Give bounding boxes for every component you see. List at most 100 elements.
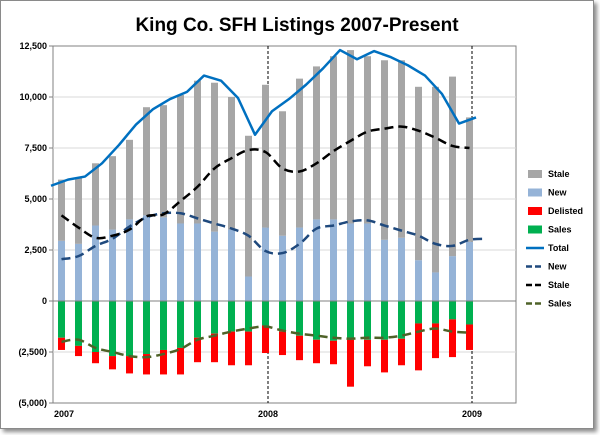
bar-stale bbox=[194, 80, 201, 224]
bar-stale bbox=[466, 117, 473, 242]
bar-sales bbox=[211, 301, 218, 334]
line-sales-trend bbox=[61, 325, 470, 359]
bar-new bbox=[143, 215, 150, 301]
chart-frame: King Co. SFH Listings 2007-Present (5,00… bbox=[0, 0, 594, 429]
bar-stale bbox=[211, 82, 218, 232]
bar-new bbox=[415, 260, 422, 301]
bar-new bbox=[466, 241, 473, 301]
line-stale-trend bbox=[60, 125, 470, 240]
bar-stale bbox=[126, 139, 133, 220]
bar-new bbox=[398, 237, 405, 301]
bar-new bbox=[177, 223, 184, 301]
bar-sales bbox=[262, 301, 269, 326]
bar-sales bbox=[364, 301, 371, 340]
bar-stale bbox=[313, 66, 320, 220]
bar-sales bbox=[313, 301, 320, 340]
x-tick-label: 2009 bbox=[462, 409, 482, 419]
bar-stale bbox=[296, 78, 303, 228]
bar-stale bbox=[364, 56, 371, 224]
legend-sales-trend-label: Sales bbox=[548, 299, 572, 309]
bar-sales bbox=[296, 301, 303, 336]
bar-sales bbox=[143, 301, 150, 355]
bar-new bbox=[296, 227, 303, 301]
bar-new bbox=[109, 229, 116, 301]
bar-new bbox=[211, 231, 218, 301]
legend-new-trend-label: New bbox=[548, 262, 568, 272]
line-new-trend bbox=[61, 211, 487, 261]
legend-delisted-label: Delisted bbox=[548, 206, 583, 216]
bar-new bbox=[262, 227, 269, 301]
bar-new bbox=[313, 219, 320, 301]
legend-stale-swatch bbox=[528, 170, 542, 178]
y-tick-label: 5,000 bbox=[24, 194, 47, 204]
bar-delisted bbox=[92, 352, 99, 364]
bar-delisted bbox=[432, 323, 439, 359]
bar-delisted bbox=[415, 323, 422, 371]
bar-new bbox=[279, 235, 286, 301]
bar-sales bbox=[58, 301, 65, 338]
bar-stale bbox=[58, 179, 65, 241]
bar-delisted bbox=[262, 325, 269, 354]
y-tick-label: (2,500) bbox=[18, 347, 47, 357]
legend-stale-trend-label: Stale bbox=[548, 280, 570, 290]
bar-delisted bbox=[313, 339, 320, 364]
y-tick-label: 7,500 bbox=[24, 143, 47, 153]
bar-new bbox=[245, 276, 252, 301]
chart-svg: King Co. SFH Listings 2007-Present (5,00… bbox=[18, 15, 583, 419]
bar-stale bbox=[398, 60, 405, 238]
y-tick-label: 0 bbox=[42, 296, 47, 306]
bar-stale bbox=[160, 105, 167, 218]
bar-sales bbox=[126, 301, 133, 357]
bar-sales bbox=[398, 301, 405, 339]
bar-sales bbox=[228, 301, 235, 332]
bar-delisted bbox=[126, 356, 133, 374]
bar-sales bbox=[415, 301, 422, 324]
bar-delisted bbox=[143, 354, 150, 375]
x-tick-label: 2007 bbox=[54, 409, 74, 419]
bar-delisted bbox=[466, 324, 473, 350]
chart-title: King Co. SFH Listings 2007-Present bbox=[135, 15, 459, 36]
bar-stale bbox=[449, 76, 456, 257]
bar-sales bbox=[194, 301, 201, 338]
bar-stale bbox=[381, 60, 388, 240]
bar-sales bbox=[177, 301, 184, 348]
bar-new bbox=[449, 256, 456, 301]
bar-stale bbox=[415, 86, 422, 261]
legend-total-label: Total bbox=[548, 243, 569, 253]
x-tick-label: 2008 bbox=[258, 409, 278, 419]
bar-new bbox=[58, 240, 65, 301]
bar-stale bbox=[143, 107, 150, 216]
bar-delisted bbox=[75, 345, 82, 357]
legend-stale-label: Stale bbox=[548, 169, 570, 179]
bar-sales bbox=[347, 301, 354, 340]
bar-sales bbox=[92, 301, 99, 352]
bar-stale bbox=[109, 156, 116, 230]
bar-sales bbox=[279, 301, 286, 332]
legend: Stale New Delisted Sales Total New Stale Sales bbox=[526, 169, 583, 309]
bar-new bbox=[194, 223, 201, 301]
bar-delisted bbox=[58, 337, 65, 350]
bar-sales bbox=[381, 301, 388, 340]
bar-stale bbox=[228, 97, 235, 230]
bar-delisted bbox=[381, 339, 388, 373]
bar-delisted bbox=[228, 331, 235, 366]
bar-delisted bbox=[398, 338, 405, 366]
bar-sales bbox=[466, 301, 473, 325]
bar-stale bbox=[330, 56, 337, 220]
y-tick-label: 2,500 bbox=[24, 245, 47, 255]
bar-delisted bbox=[449, 319, 456, 358]
bar-stale bbox=[347, 50, 354, 224]
y-tick-label: 10,000 bbox=[19, 92, 47, 102]
legend-delisted-swatch bbox=[528, 207, 542, 215]
bar-new bbox=[160, 217, 167, 301]
bar-delisted bbox=[330, 340, 337, 365]
legend-sales-label: Sales bbox=[548, 225, 572, 235]
bar-new bbox=[126, 219, 133, 301]
bar-new bbox=[432, 272, 439, 301]
y-tick-label: 12,500 bbox=[19, 41, 47, 51]
bar-delisted bbox=[160, 349, 167, 375]
bar-sales bbox=[432, 301, 439, 324]
bar-stale bbox=[245, 135, 252, 277]
line-total bbox=[50, 48, 477, 187]
bar-stale bbox=[432, 86, 439, 273]
